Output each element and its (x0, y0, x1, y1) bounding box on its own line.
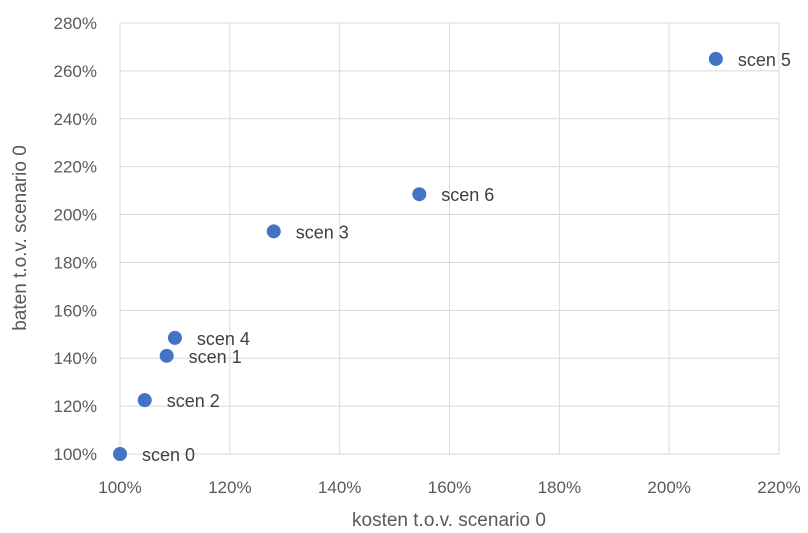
x-tick-label: 200% (647, 478, 690, 497)
y-tick-label: 240% (54, 110, 97, 129)
grid (119, 22, 780, 455)
y-axis-ticks: 100% 120% 140% 160% 180% 200% 220% 240% 260% 280% (54, 14, 97, 464)
y-tick-label: 180% (54, 253, 97, 272)
data-point (266, 224, 281, 239)
data-point (708, 51, 723, 66)
y-axis-title: baten t.o.v. scenario 0 (10, 145, 31, 331)
data-point (159, 348, 174, 363)
data-point-label: scen 5 (738, 50, 791, 70)
data-point-label: scen 3 (296, 222, 349, 242)
x-tick-label: 100% (98, 478, 141, 497)
data-point-label: scen 6 (441, 185, 494, 205)
y-tick-label: 120% (54, 397, 97, 416)
y-tick-label: 200% (54, 206, 97, 225)
x-tick-label: 120% (208, 478, 251, 497)
data-point (167, 330, 182, 345)
y-tick-label: 160% (54, 301, 97, 320)
x-tick-label: 220% (757, 478, 800, 497)
x-tick-label: 180% (538, 478, 581, 497)
data-point (113, 447, 127, 461)
data-point-label: scen 2 (167, 391, 220, 411)
x-axis-title: kosten t.o.v. scenario 0 (352, 510, 546, 531)
x-tick-label: 140% (318, 478, 361, 497)
y-tick-label: 140% (54, 349, 97, 368)
data-point-label: scen 4 (197, 329, 250, 349)
y-tick-label: 220% (54, 158, 97, 177)
y-tick-label: 100% (54, 445, 97, 464)
data-point-label: scen 1 (189, 347, 242, 367)
x-axis-ticks: 100% 120% 140% 160% 180% 200% 220% (98, 478, 800, 497)
data-point (412, 187, 427, 202)
y-tick-label: 260% (54, 62, 97, 81)
data-point (137, 393, 152, 408)
y-tick-label: 280% (54, 14, 97, 33)
x-tick-label: 160% (428, 478, 471, 497)
data-point-label: scen 0 (142, 445, 195, 465)
